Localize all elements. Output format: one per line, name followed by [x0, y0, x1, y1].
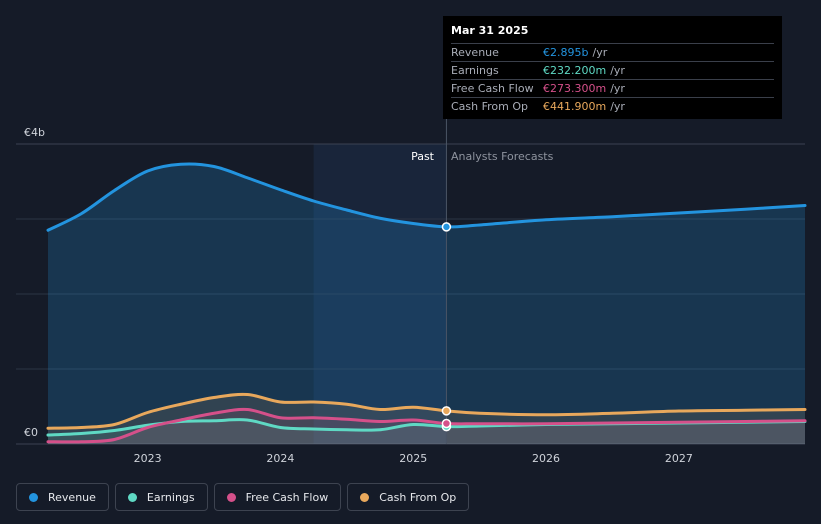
- legend-item-free-cash-flow[interactable]: Free Cash Flow: [213, 483, 342, 511]
- tooltip-label: Cash From Op: [451, 100, 529, 113]
- series-areas: [48, 163, 805, 444]
- area-cash-from-op: [48, 394, 805, 444]
- tooltip-value: €2.895b: [543, 46, 589, 59]
- legend-item-earnings[interactable]: Earnings: [114, 483, 208, 511]
- y-axis-zero-label: €0: [24, 426, 38, 439]
- tooltip-row-cash-from-op: Cash From Op €441.900m /yr: [451, 97, 774, 115]
- legend-item-revenue[interactable]: Revenue: [16, 483, 109, 511]
- line-free-cash-flow: [46, 407, 807, 444]
- x-axis-ticks: 2023 2024 2025 2026 2027: [134, 452, 693, 465]
- tooltip-row-revenue: Revenue €2.895b /yr: [451, 43, 774, 61]
- legend-label: Cash From Op: [379, 490, 457, 504]
- marker-free-cash-flow: [441, 418, 452, 429]
- y-axis-top-label: €4b: [24, 126, 45, 139]
- tooltip-label: Earnings: [451, 64, 499, 77]
- tooltip-label: Revenue: [451, 46, 499, 59]
- tooltip-value: €441.900m: [543, 100, 607, 113]
- current-value-markers: [441, 222, 452, 432]
- x-tick-label: 2026: [532, 452, 560, 465]
- marker-revenue: [441, 222, 452, 232]
- tooltip-unit: /yr: [610, 64, 625, 77]
- gridlines: [16, 143, 805, 445]
- legend-dot-icon: [29, 492, 38, 502]
- tooltip-label: Free Cash Flow: [451, 82, 534, 95]
- x-tick-label: 2025: [399, 452, 427, 465]
- line-cash-from-op: [46, 392, 807, 430]
- tooltip-value: €273.300m: [543, 82, 607, 95]
- legend-label: Revenue: [48, 490, 96, 504]
- legend-label: Earnings: [146, 490, 195, 504]
- legend-dot-icon: [127, 492, 137, 502]
- area-revenue: [48, 163, 805, 444]
- marker-cash-from-op: [441, 406, 452, 416]
- legend-label: Free Cash Flow: [245, 490, 329, 504]
- tooltip-unit: /yr: [610, 100, 625, 113]
- legend-item-cash-from-op[interactable]: Cash From Op: [347, 483, 470, 511]
- forecast-label: Analysts Forecasts: [451, 150, 554, 163]
- tooltip-value: €232.200m: [543, 64, 607, 77]
- tooltip-date: Mar 31 2025: [451, 24, 529, 37]
- area-earnings: [48, 419, 805, 444]
- x-tick-label: 2024: [266, 452, 294, 465]
- legend: Revenue Earnings Free Cash Flow Cash Fro…: [16, 483, 470, 511]
- legend-dot-icon: [360, 492, 370, 502]
- tooltip-row-free-cash-flow: Free Cash Flow €273.300m /yr: [451, 79, 774, 97]
- line-revenue: [46, 162, 807, 232]
- tooltip: Mar 31 2025 Revenue €2.895b /yr Earnings…: [443, 16, 782, 119]
- series-lines: [46, 162, 807, 444]
- past-label: Past: [411, 150, 435, 163]
- x-tick-label: 2023: [134, 452, 162, 465]
- tooltip-row-earnings: Earnings €232.200m /yr: [451, 61, 774, 79]
- tooltip-unit: /yr: [610, 82, 625, 95]
- area-free-cash-flow: [48, 409, 805, 444]
- legend-dot-icon: [226, 492, 236, 502]
- tooltip-unit: /yr: [592, 46, 608, 59]
- x-tick-label: 2027: [665, 452, 693, 465]
